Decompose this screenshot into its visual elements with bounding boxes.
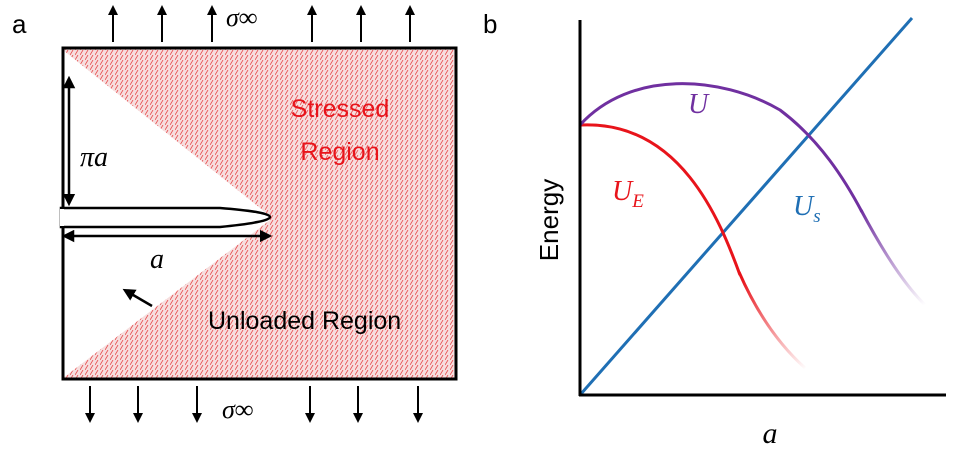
curve-ue: [580, 125, 740, 275]
dimension-label: a: [150, 244, 164, 275]
bottom-arrows: [90, 386, 418, 418]
panel-label: a: [12, 9, 27, 39]
crack: [61, 208, 270, 227]
figure: a σ∞ σ∞ Stressed Region πa a: [0, 0, 953, 450]
x-axis-label: a: [763, 417, 778, 450]
label-base: U: [688, 89, 710, 120]
curve-ue-fade: [739, 272, 805, 368]
curve-label: UE: [612, 176, 644, 212]
curve-label: U: [688, 89, 710, 120]
region-label: Region: [300, 138, 379, 166]
panel-a: a σ∞ σ∞ Stressed Region πa a: [12, 3, 456, 424]
label-sub: s: [813, 206, 820, 227]
dimension-label: πa: [80, 142, 108, 173]
panel-label: b: [483, 9, 497, 39]
region-label: Unloaded Region: [208, 307, 401, 335]
label-sub: E: [631, 191, 644, 212]
top-arrows: [113, 10, 410, 42]
curve-label: Us: [793, 191, 821, 227]
stress-label: σ∞: [226, 3, 257, 32]
label-base: U: [793, 191, 815, 222]
region-label: Stressed: [291, 95, 390, 123]
y-axis-label: Energy: [534, 179, 564, 261]
label-base: U: [612, 176, 634, 207]
curve-u-fade: [861, 210, 925, 305]
stress-label: σ∞: [222, 395, 253, 424]
panel-b: b Energy a U UE Us: [483, 9, 946, 450]
